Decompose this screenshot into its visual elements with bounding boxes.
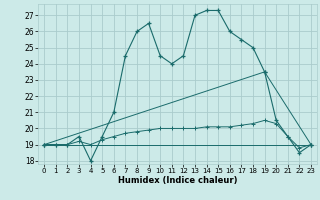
X-axis label: Humidex (Indice chaleur): Humidex (Indice chaleur)	[118, 176, 237, 185]
